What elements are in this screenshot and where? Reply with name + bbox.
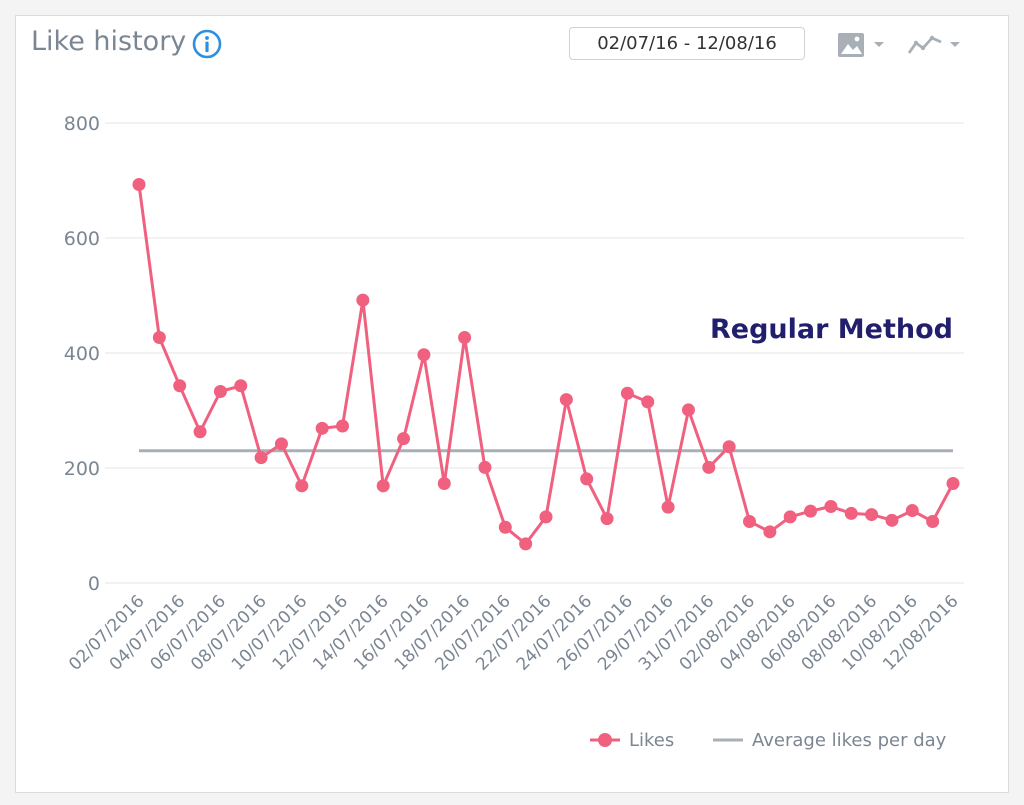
likes-data-point	[559, 393, 573, 407]
likes-data-point	[620, 386, 634, 400]
y-tick-label: 0	[88, 573, 100, 595]
y-tick-label: 600	[64, 228, 100, 250]
likes-data-point	[763, 525, 777, 539]
export-image-button[interactable]	[836, 30, 892, 60]
y-tick-label: 400	[64, 343, 100, 365]
likes-data-point	[336, 419, 349, 433]
likes-data-point	[417, 348, 431, 362]
legend-likes-marker	[598, 733, 612, 747]
legend-likes-label: Likes	[629, 730, 674, 751]
likes-data-point	[376, 479, 390, 493]
likes-data-point	[946, 477, 960, 491]
likes-data-point	[865, 508, 879, 522]
likes-data-point	[519, 537, 533, 551]
image-icon	[838, 33, 864, 57]
y-tick-label: 200	[64, 458, 100, 480]
likes-data-point	[437, 477, 451, 491]
chart-annotation: Regular Method	[710, 314, 953, 345]
chevron-down-icon	[950, 42, 960, 47]
likes-data-point	[885, 513, 899, 527]
likes-data-point	[498, 520, 512, 534]
likes-data-point	[234, 379, 248, 393]
chevron-down-icon	[874, 42, 884, 47]
likes-data-point	[213, 385, 227, 399]
legend-average-label: Average likes per day	[752, 730, 947, 751]
likes-data-point	[458, 330, 472, 344]
likes-data-point	[539, 510, 553, 524]
likes-data-point	[580, 472, 594, 486]
likes-data-point	[702, 460, 716, 474]
date-range-picker[interactable]: 02/07/16 - 12/08/16	[569, 27, 805, 60]
info-icon[interactable]	[191, 28, 223, 60]
likes-data-point	[397, 432, 411, 446]
likes-data-point	[641, 395, 655, 409]
likes-data-point	[173, 379, 187, 393]
likes-data-point	[926, 514, 940, 528]
likes-data-point	[193, 425, 207, 439]
likes-data-point	[661, 500, 675, 514]
widget-title: Like history	[31, 26, 187, 57]
likes-data-point	[295, 479, 309, 493]
likes-data-point	[722, 440, 736, 454]
likes-data-point	[315, 421, 329, 435]
likes-data-point	[844, 506, 858, 520]
likes-data-point	[274, 437, 288, 451]
likes-data-point	[681, 403, 695, 417]
likes-data-point	[905, 504, 919, 518]
likes-data-point	[152, 330, 166, 344]
chart-type-button[interactable]	[906, 30, 968, 60]
likes-data-point	[600, 512, 614, 526]
likes-data-point	[356, 293, 370, 307]
line-chart-icon	[907, 35, 942, 54]
likes-data-point	[254, 451, 268, 465]
likes-data-point	[824, 500, 838, 514]
likes-data-point	[804, 504, 818, 518]
likes-data-point	[132, 178, 146, 192]
likes-data-point	[783, 510, 797, 524]
likes-data-point	[743, 514, 756, 528]
like-history-card	[15, 15, 1009, 793]
y-tick-label: 800	[64, 113, 100, 135]
likes-data-point	[478, 460, 492, 474]
